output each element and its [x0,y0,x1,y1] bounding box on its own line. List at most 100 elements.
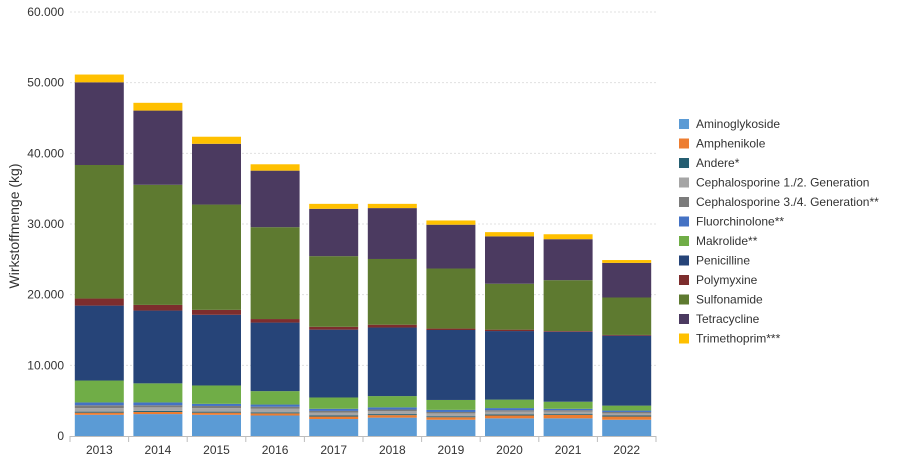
bar-segment [485,414,534,416]
bar-segment [426,268,476,329]
bar-segment [426,416,476,418]
bar-segment [602,410,652,412]
y-tick-label: 40.000 [27,146,64,160]
bar-segment [133,410,183,412]
bar-segment [426,224,476,269]
bar-segment [602,416,652,420]
legend-swatch [679,197,689,207]
legend-swatch [679,158,689,168]
legend-swatch [679,119,689,129]
bar-segment [485,283,534,330]
bar-segment [192,414,241,436]
bar-segment [367,396,417,408]
bar-segment [133,383,183,403]
legend-swatch [679,314,689,324]
bar-segment [543,418,593,436]
bar-segment [309,397,359,409]
legend-item[interactable]: Tetracycline [679,312,760,326]
bar-segment [192,411,241,413]
bar-segment [309,256,359,327]
legend-label: Penicilline [696,254,750,268]
bar-segment [250,408,300,413]
bar-segment [426,220,476,225]
bar-segment [133,405,183,408]
legend-swatch [679,294,689,305]
bar-segment [485,410,534,412]
bar-segment [543,280,593,332]
bar-segment [543,408,593,411]
bar-segment [602,334,652,336]
bar-segment [133,110,183,185]
bar-segment [309,416,359,420]
legend-item[interactable]: Aminoglykoside [679,117,780,131]
legend-label: Tetracycline [696,312,760,326]
bar-segment [250,415,300,436]
legend-label: Sulfonamide [696,293,763,307]
bar-segment [192,143,241,205]
legend-item[interactable]: Trimethoprim*** [679,332,781,346]
bar-segment [74,412,124,415]
legend-item[interactable]: Fluorchinolone** [679,215,784,229]
bar-segment [309,208,359,257]
y-axis-title: Wirkstoffmenge (kg) [6,164,22,289]
legend-swatch [679,216,689,227]
bar-segment [426,399,476,410]
bar-segment [192,385,241,404]
bar-segment [74,74,124,83]
bar-segment [367,411,417,415]
bar-segment [602,260,652,263]
bar-segment [602,262,652,298]
legend-item[interactable]: Polymyxine [679,273,758,287]
legend-label: Andere* [696,156,740,170]
bar-segment [74,82,124,165]
x-tick-label: 2017 [320,443,347,457]
legend-item[interactable]: Amphenikole [679,137,766,151]
bar-segment [485,411,534,415]
legend-label: Cephalosporine 1./2. Generation [696,176,869,190]
bar-segment [250,391,300,405]
bar-segment [426,328,476,330]
legend-label: Cephalosporine 3./4. Generation** [696,195,879,209]
legend-item[interactable]: Andere* [679,156,740,170]
bar-segment [133,411,183,415]
legend-label: Fluorchinolone** [696,215,784,229]
bar-segment [74,411,124,413]
bar-segment [485,418,534,436]
bar-segment [543,413,593,415]
bar-segment [309,408,359,411]
bar-segment [543,234,593,240]
bar-segment [426,417,476,420]
legend-swatch [679,177,689,188]
bar-segment [367,203,417,209]
bar-segment [133,184,183,305]
bar-segment [485,415,534,419]
bar-segment [250,164,300,171]
legend-item[interactable]: Cephalosporine 3./4. Generation** [679,195,879,209]
legend-swatch [679,333,689,344]
bar-segment [192,408,241,412]
legend-item[interactable]: Penicilline [679,254,750,268]
legend-item[interactable]: Cephalosporine 1./2. Generation [679,176,869,190]
bar-segment [426,409,476,412]
bar-segment [602,405,652,411]
bar-segment [133,402,183,406]
bar-segment [250,227,300,320]
bar-segment [367,415,417,418]
bar-segment [250,319,300,323]
x-tick-label: 2018 [379,443,406,457]
legend-item[interactable]: Makrolide** [679,234,758,248]
legend-item[interactable]: Sulfonamide [679,293,763,307]
bar-segment [192,314,241,386]
bar-segment [74,402,124,406]
bar-segment [192,309,241,315]
bar-segment [250,404,300,407]
x-tick-label: 2014 [145,443,172,457]
legend-label: Polymyxine [696,273,758,287]
y-tick-label: 10.000 [27,358,64,372]
bar-segment [309,329,359,398]
bar-segment [543,410,593,412]
y-tick-label: 20.000 [27,288,64,302]
bar-segment [426,413,476,417]
axes: 0 10.000 20.000 30.000 40.000 50.000 60.000 201… [27,5,657,457]
bar-segment [250,170,300,228]
